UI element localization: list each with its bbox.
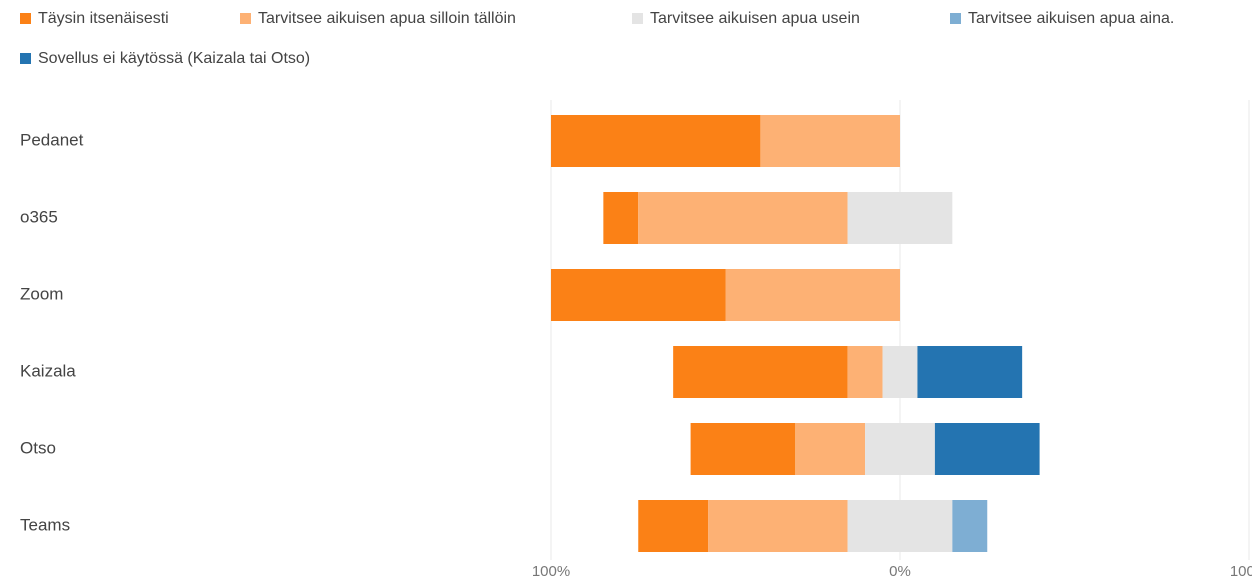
bar-segment — [638, 500, 709, 552]
category-label: Pedanet — [20, 130, 84, 149]
legend-swatch — [20, 13, 31, 24]
bar-segment — [603, 192, 639, 244]
category-label: o365 — [20, 207, 58, 226]
legend-label: Tarvitsee aikuisen apua silloin tällöin — [258, 10, 516, 27]
legend-swatch — [20, 53, 31, 64]
bar-segment — [708, 500, 848, 552]
bar-segment — [847, 500, 953, 552]
bar-segment — [673, 346, 848, 398]
x-tick-label: 100% — [1230, 563, 1252, 580]
category-label: Otso — [20, 438, 56, 457]
x-tick-label: 0% — [889, 563, 911, 580]
bar-segment — [952, 500, 988, 552]
bar-segment — [795, 423, 866, 475]
legend-label: Täysin itsenäisesti — [38, 10, 169, 27]
x-tick-label: 100% — [532, 563, 570, 580]
bar-segment — [847, 192, 953, 244]
legend-swatch — [632, 13, 643, 24]
category-label: Kaizala — [20, 361, 76, 380]
bar-segment — [934, 423, 1040, 475]
bar-segment — [551, 269, 726, 321]
legend-label: Tarvitsee aikuisen apua aina. — [968, 10, 1174, 27]
category-label: Teams — [20, 515, 70, 534]
bar-segment — [882, 346, 918, 398]
legend-swatch — [240, 13, 251, 24]
bar-segment — [638, 192, 848, 244]
bar-segment — [847, 346, 883, 398]
legend-label: Tarvitsee aikuisen apua usein — [650, 10, 860, 27]
bar-segment — [865, 423, 935, 475]
legend-label: Sovellus ei käytössä (Kaizala tai Otso) — [38, 50, 310, 67]
bar-segment — [760, 115, 900, 167]
bar-segment — [551, 115, 761, 167]
category-label: Zoom — [20, 284, 63, 303]
bar-segment — [690, 423, 796, 475]
bar-segment — [725, 269, 900, 321]
bar-segment — [917, 346, 1023, 398]
legend-swatch — [950, 13, 961, 24]
